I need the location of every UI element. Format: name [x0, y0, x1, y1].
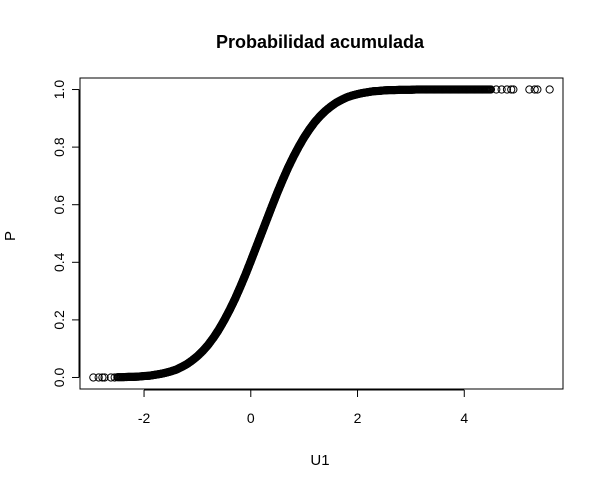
data-point	[497, 85, 506, 94]
data-point	[509, 85, 518, 94]
data-point	[533, 85, 542, 94]
x-tick-label: 0	[247, 410, 255, 426]
data-point	[502, 85, 512, 94]
data-point	[485, 85, 495, 94]
y-axis-label: P	[2, 231, 19, 241]
plot-area-frame	[79, 77, 564, 390]
data-point	[98, 373, 107, 382]
data-points	[89, 85, 554, 382]
data-point	[525, 85, 534, 94]
x-tick-label: 2	[354, 410, 362, 426]
data-point	[100, 373, 109, 382]
y-tick-label: 0.8	[51, 137, 67, 157]
data-point	[545, 85, 554, 94]
x-tick-label: 4	[460, 410, 468, 426]
y-tick-label: 0.2	[51, 310, 67, 330]
data-point	[94, 373, 103, 382]
data-point	[507, 85, 516, 94]
y-tick-label: 0.0	[51, 368, 67, 388]
y-tick-label: 0.4	[51, 252, 67, 272]
y-axis: 0.0 0.2 0.4 0.6 0.8 1.0	[51, 80, 80, 388]
data-point	[89, 373, 98, 382]
x-tick-label: -2	[138, 410, 151, 426]
y-tick-label: 0.6	[51, 195, 67, 215]
x-axis-label: U1	[310, 452, 329, 469]
y-tick-label: 1.0	[51, 80, 67, 100]
x-axis: -2 0 2 4	[138, 389, 468, 426]
chart-title: Probabilidad acumulada	[216, 32, 425, 52]
data-point	[530, 85, 539, 94]
